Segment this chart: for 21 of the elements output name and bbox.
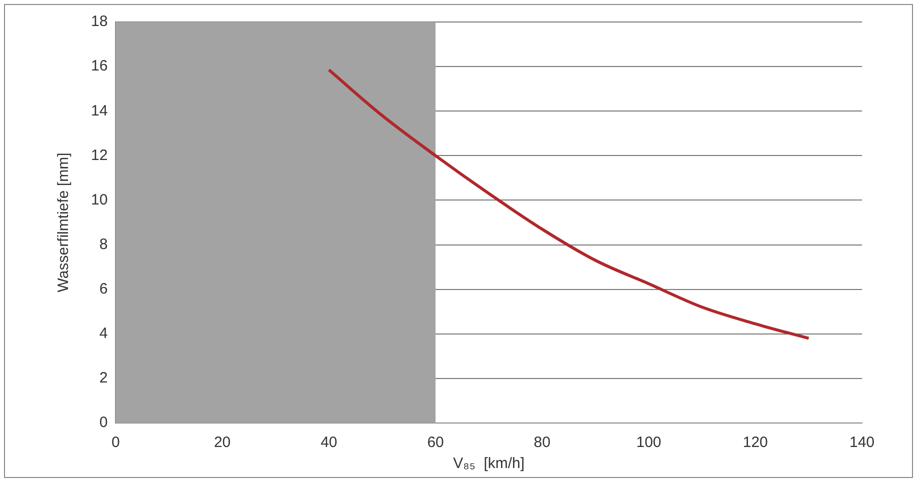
y-tick-label: 14 (90, 102, 108, 120)
y-tick-label: 4 (99, 325, 108, 342)
y-tick-label: 12 (90, 146, 108, 164)
y-tick-label: 2 (99, 370, 108, 387)
x-tick-label: 20 (214, 434, 231, 452)
x-tick-label: 0 (112, 434, 120, 452)
x-tick-label: 80 (534, 434, 550, 452)
x-tick-label: 40 (320, 434, 338, 452)
x-tick-label: 120 (742, 434, 768, 452)
y-tick-label: 16 (90, 58, 108, 75)
y-tick-label: 18 (90, 13, 108, 30)
y-tick-label: 6 (99, 280, 108, 298)
line-series (327, 68, 810, 340)
y-tick-label: 10 (90, 191, 108, 208)
x-axis-title: V₈₅ [km/h] (453, 455, 525, 472)
x-tick-label: 140 (849, 434, 875, 452)
y-tick-label: 8 (99, 236, 108, 253)
y-axis-title: Wasserfilmtiefe [mm] (55, 152, 72, 292)
x-tick-label: 60 (427, 434, 444, 452)
y-tick-label: 0 (99, 414, 108, 432)
x-tick-label: 100 (636, 434, 662, 452)
